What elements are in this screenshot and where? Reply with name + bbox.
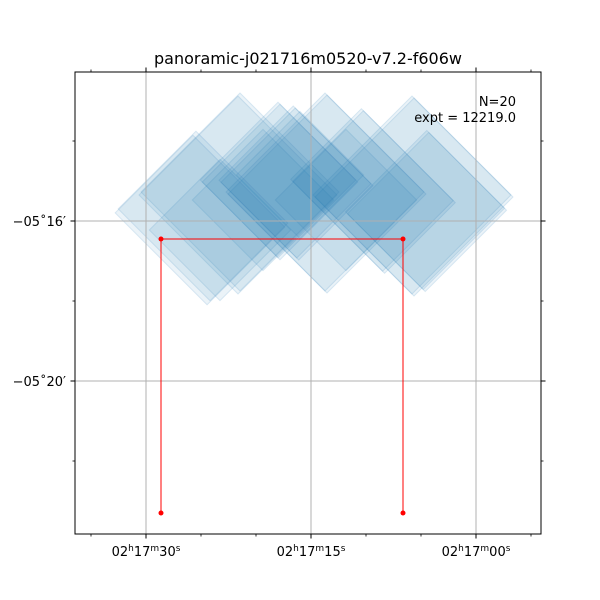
x-tick-label-1: 02h17m30s: [112, 544, 181, 560]
footprint-15: [344, 129, 506, 291]
x-tick-label-3: 02h17m00s: [442, 544, 511, 560]
footprint-16: [346, 131, 508, 293]
footprint-17: [191, 128, 335, 272]
selection-corner-point-3: [158, 510, 164, 516]
y-tick-label-2: −05˚20′: [13, 374, 66, 390]
selection-box: [158, 236, 406, 516]
footprint-19: [148, 158, 292, 302]
x-tick-labels: 02h17m30s 02h17m15s 02h17m00s: [112, 544, 511, 560]
x-tick-label-2: 02h17m15s: [277, 544, 346, 560]
tick-layer: [70, 67, 546, 539]
selection-corner-point-2: [400, 236, 406, 242]
exposure-annotation: expt = 12219.0: [414, 111, 516, 126]
footprint-5: [199, 101, 357, 259]
selection-outline: [160, 238, 404, 513]
footprint-10: [227, 94, 427, 294]
footprint-20: [235, 110, 365, 240]
footprint-13: [312, 95, 512, 295]
footprint-3: [138, 95, 338, 295]
chart-title: panoramic-j021716m0520-v7.2-f606w: [154, 49, 462, 68]
count-annotation: N=20: [479, 95, 516, 110]
footprint-14: [314, 97, 514, 297]
selection-corner-point-1: [158, 236, 164, 242]
footprint-9: [225, 92, 425, 292]
footprint-4: [140, 92, 340, 292]
y-tick-label-1: −05˚16′: [13, 214, 66, 230]
axes-frame: [74, 71, 542, 535]
footprint-11: [289, 107, 455, 273]
grid-layer: [75, 72, 541, 534]
footprint-12: [291, 109, 457, 275]
footprint-2: [117, 130, 289, 302]
y-tick-labels: −05˚16′ −05˚20′: [13, 214, 66, 390]
selection-corner-point-4: [400, 510, 406, 516]
